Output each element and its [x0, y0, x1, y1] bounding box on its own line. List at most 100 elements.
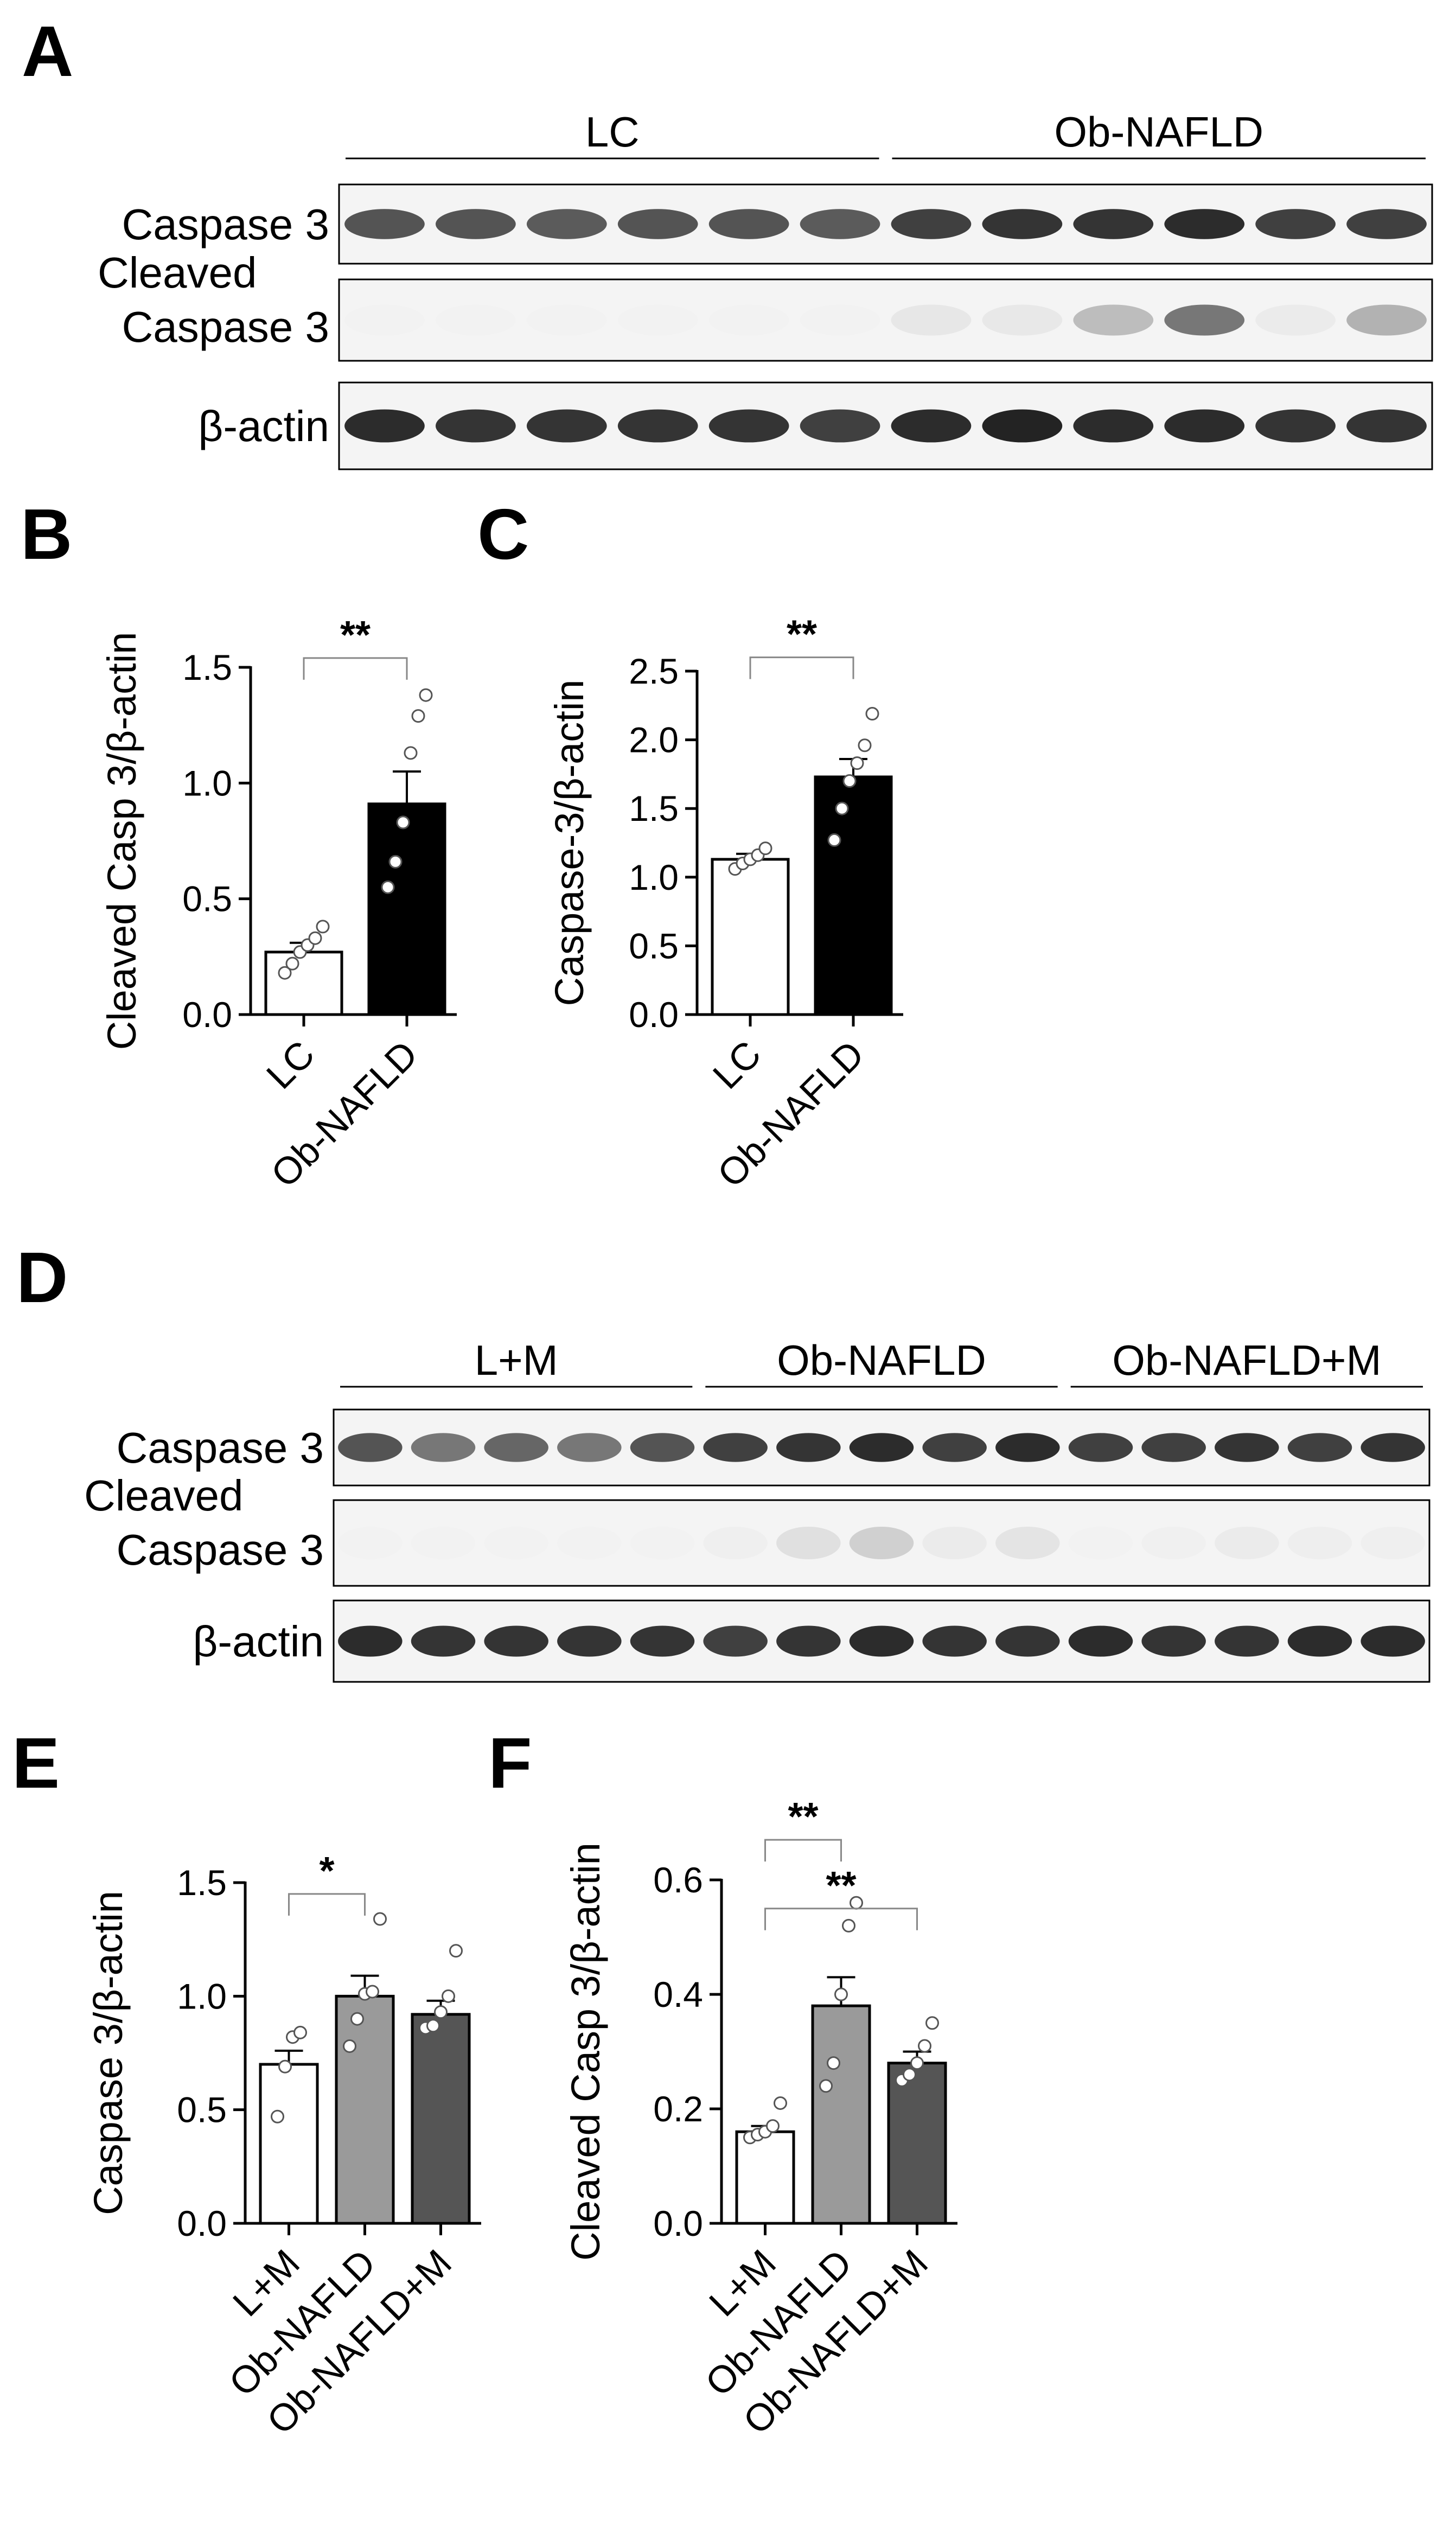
- row-label: β-actin: [198, 402, 329, 450]
- blot-band: [703, 1625, 768, 1657]
- row-label: Caspase 3: [122, 200, 329, 248]
- blot-band: [995, 1625, 1060, 1657]
- data-point: [278, 966, 292, 980]
- blot-band: [435, 409, 516, 443]
- data-point: [285, 956, 299, 971]
- panel-label: A: [22, 11, 73, 91]
- data-point: [835, 801, 849, 815]
- bar: [887, 2062, 947, 2225]
- bar: [735, 2130, 795, 2225]
- row-label: Cleaved: [98, 248, 257, 297]
- blot-band: [1215, 1625, 1279, 1657]
- blot-band: [344, 409, 425, 443]
- data-point: [842, 1918, 855, 1933]
- blot-band: [1068, 1433, 1133, 1462]
- x-tick-label: LC: [705, 1032, 769, 1096]
- y-tick-label: 0.5: [182, 879, 232, 919]
- blot-band: [617, 304, 698, 336]
- blot-band: [1073, 304, 1154, 336]
- blot-band: [1215, 1433, 1279, 1462]
- blot-band: [708, 304, 789, 336]
- bar: [814, 775, 893, 1016]
- data-point: [827, 833, 841, 847]
- row-label: β-actin: [193, 1617, 324, 1666]
- blot-band: [435, 209, 516, 239]
- blot-band: [891, 304, 972, 336]
- blot-row: β-actin: [198, 381, 1433, 470]
- blot-band: [344, 304, 425, 336]
- blot-band: [922, 1526, 987, 1560]
- blot-band: [1141, 1433, 1206, 1462]
- blot-band: [776, 1526, 841, 1560]
- blot-band: [1346, 409, 1427, 443]
- blot-band: [849, 1433, 914, 1462]
- blot-row: Cleaved Caspase 3: [84, 1471, 1431, 1587]
- blot-row: β-actin: [193, 1599, 1431, 1683]
- bar: [259, 2063, 319, 2225]
- blot-band: [1287, 1625, 1352, 1657]
- data-point: [774, 2096, 787, 2110]
- blot-band: [557, 1526, 622, 1560]
- data-point: [293, 2025, 307, 2039]
- blot-frame: [338, 183, 1433, 265]
- blot-band: [1073, 209, 1154, 239]
- row-label: Caspase 3: [117, 1424, 324, 1472]
- y-axis-label: Caspase 3/β-actin: [86, 1891, 131, 2215]
- data-point: [366, 1985, 379, 1999]
- data-point: [396, 815, 410, 830]
- blot-band: [1141, 1625, 1206, 1657]
- blot-band: [1068, 1625, 1133, 1657]
- significance-label: **: [826, 1864, 856, 1908]
- y-tick-label: 0.0: [182, 994, 232, 1035]
- panel-label: C: [477, 494, 529, 574]
- data-point: [419, 688, 433, 702]
- blot-band: [1361, 1433, 1425, 1462]
- y-tick-label: 1.0: [177, 1976, 227, 2016]
- data-point: [827, 2056, 840, 2070]
- y-axis-label: Caspase-3/β-actin: [547, 680, 592, 1006]
- bar: [711, 858, 790, 1016]
- blot-band: [1287, 1433, 1352, 1462]
- blot-frame: [338, 381, 1433, 470]
- blot-band: [995, 1526, 1060, 1560]
- y-tick-label: 1.5: [182, 647, 232, 687]
- panel-label: D: [16, 1238, 68, 1317]
- group-label: Ob-NAFLD: [1054, 108, 1263, 156]
- data-point: [381, 880, 395, 894]
- data-point: [834, 1987, 848, 2001]
- blot-band: [630, 1625, 695, 1657]
- data-point: [819, 2079, 833, 2093]
- significance-bracket: [764, 1839, 842, 1862]
- blot-band: [776, 1433, 841, 1462]
- blot-band: [411, 1625, 476, 1657]
- y-tick-label: 0.6: [653, 1860, 703, 1900]
- blot-row: Caspase 3: [122, 183, 1433, 265]
- blot-band: [849, 1625, 914, 1657]
- blot-frame: [338, 278, 1433, 362]
- bar: [264, 951, 343, 1016]
- blot-band: [617, 209, 698, 239]
- blot-band: [435, 304, 516, 336]
- blot-band: [344, 209, 425, 239]
- y-tick-label: 0.0: [653, 2203, 703, 2243]
- blot-band: [1255, 304, 1336, 336]
- panel-label: E: [12, 1723, 60, 1803]
- blot-band: [703, 1526, 768, 1560]
- data-point: [766, 2119, 780, 2133]
- blot-band: [630, 1433, 695, 1462]
- y-tick-label: 1.5: [177, 1863, 227, 1903]
- blot-band: [1164, 409, 1245, 443]
- y-tick-label: 2.5: [629, 651, 679, 691]
- blot-band: [411, 1433, 476, 1462]
- y-tick-label: 0.5: [629, 926, 679, 966]
- blot-band: [617, 409, 698, 443]
- group-label: LC: [585, 108, 640, 156]
- blot-band: [338, 1625, 403, 1657]
- y-tick-label: 1.0: [629, 857, 679, 897]
- bar: [811, 2004, 871, 2225]
- data-point: [308, 931, 322, 945]
- data-point: [388, 854, 403, 869]
